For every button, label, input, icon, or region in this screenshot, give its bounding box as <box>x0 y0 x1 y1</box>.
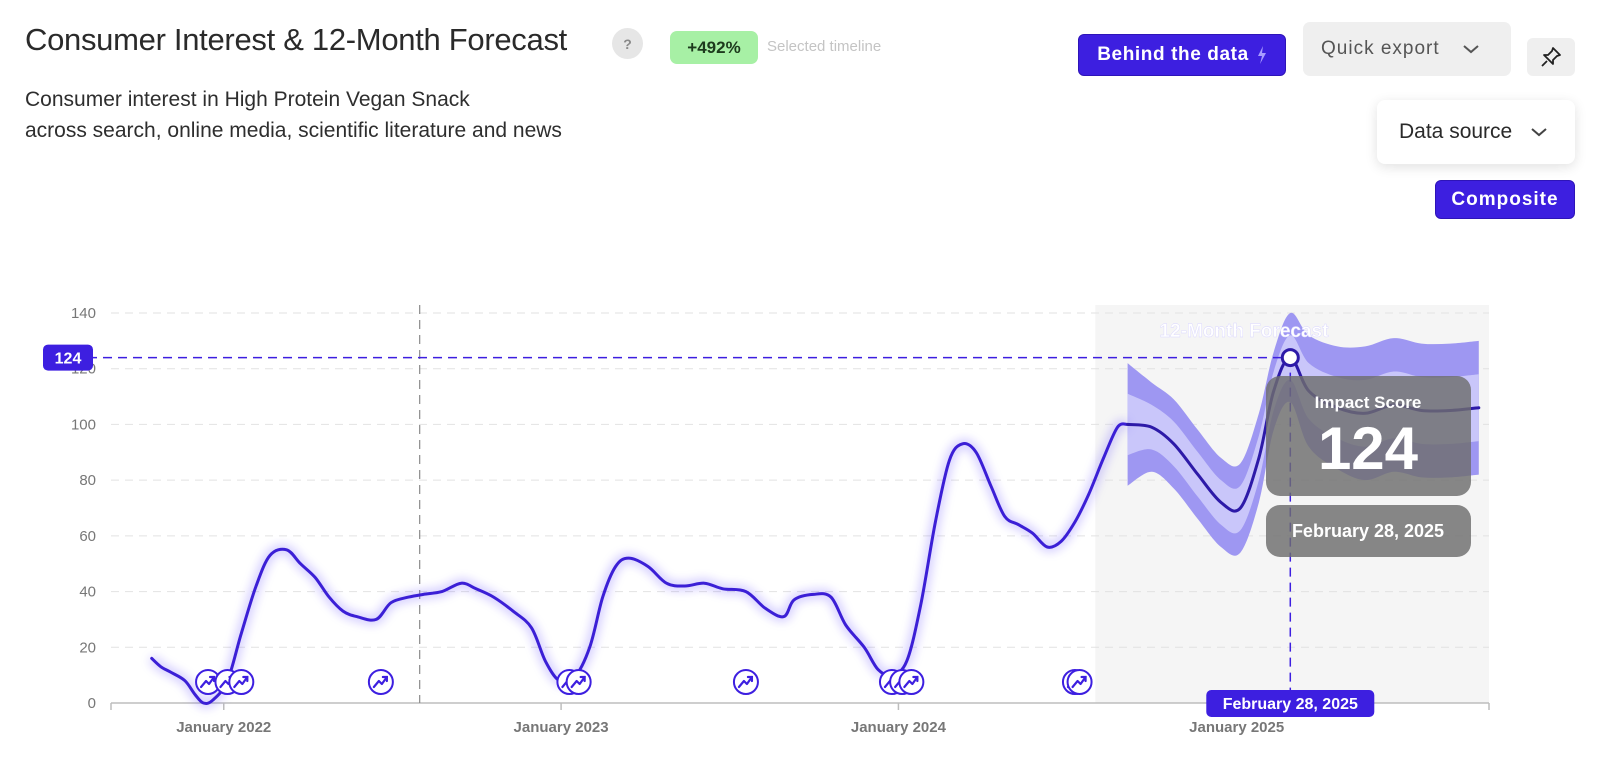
tooltip-value: 124 <box>1318 415 1419 482</box>
chevron-down-icon <box>1531 128 1547 137</box>
trend-event-arrow <box>233 675 249 689</box>
y-tick-label: 100 <box>71 416 96 433</box>
tooltip-title: Impact Score <box>1315 393 1422 412</box>
x-tick-label: January 2023 <box>514 719 609 736</box>
x-tick-label: January 2022 <box>176 719 271 736</box>
trend-event-arrow <box>1071 675 1087 689</box>
history-line <box>150 422 1130 705</box>
trend-event-icon <box>1066 669 1093 695</box>
composite-option-button[interactable]: Composite <box>1435 180 1575 219</box>
subtitle: Consumer interest in High Protein Vegan … <box>25 84 562 146</box>
x-tick-label: January 2025 <box>1189 719 1284 736</box>
quick-export-dropdown[interactable]: Quick export <box>1303 22 1511 76</box>
y-tick-label: 0 <box>88 695 96 712</box>
trend-event-icon <box>228 669 255 695</box>
trend-event-arrowhead <box>579 675 586 683</box>
highlight-x-pill <box>1206 690 1375 717</box>
chevron-down-icon <box>1463 45 1479 54</box>
trend-event-arrow <box>372 675 388 689</box>
page-title: Consumer Interest & 12-Month Forecast <box>25 22 567 57</box>
x-tick-label: January 2024 <box>851 719 947 736</box>
forecast-label: 12-Month Forecast <box>1160 321 1330 342</box>
trend-event-arrow <box>903 675 919 689</box>
trend-event-arrow <box>199 675 216 689</box>
trend-event-arrow <box>737 675 754 689</box>
subtitle-line-2: across search, online media, scientific … <box>25 119 562 142</box>
trend-event-arrowhead <box>242 675 249 683</box>
trend-event-arrowhead <box>208 675 216 683</box>
pin-button[interactable] <box>1527 38 1575 76</box>
tooltip-date-box <box>1266 505 1471 557</box>
pin-icon <box>1541 47 1561 67</box>
data-source-label: Data source <box>1399 120 1513 143</box>
tooltip-box <box>1266 376 1471 496</box>
y-tick-label: 80 <box>79 472 96 489</box>
trend-event-icon <box>367 669 394 695</box>
trend-event-arrowhead <box>381 675 388 683</box>
question-icon[interactable]: ? <box>612 28 643 59</box>
badge-caption: Selected timeline <box>767 38 882 55</box>
trend-event-icon <box>898 669 925 695</box>
trend-event-icon <box>565 669 592 695</box>
quick-export-label: Quick export <box>1321 38 1440 59</box>
data-source-dropdown[interactable]: Data source <box>1377 100 1575 164</box>
subtitle-line-1: Consumer interest in High Protein Vegan … <box>25 88 470 111</box>
y-tick-label: 140 <box>71 305 96 322</box>
highlight-x-label: February 28, 2025 <box>1223 696 1358 713</box>
trend-event-arrowhead <box>1080 675 1087 683</box>
bolt-icon <box>1257 46 1266 64</box>
y-tick-label: 20 <box>79 639 96 656</box>
behind-the-data-label: Behind the data <box>1097 44 1249 65</box>
trend-event-arrow <box>570 675 586 689</box>
y-tick-label: 60 <box>79 528 96 545</box>
trend-event-arrowhead <box>912 675 919 683</box>
highlight-y-label: 124 <box>55 351 82 368</box>
highlight-y-pill <box>43 344 93 371</box>
highlight-point <box>1280 348 1300 368</box>
y-tick-label: 40 <box>79 584 96 601</box>
change-badge: +492% <box>670 31 758 64</box>
tooltip-date: February 28, 2025 <box>1292 521 1444 541</box>
trend-event-arrowhead <box>746 675 754 683</box>
behind-the-data-button[interactable]: Behind the data <box>1078 34 1286 76</box>
trend-event-icon <box>732 669 759 695</box>
trend-event-icon <box>195 669 222 695</box>
